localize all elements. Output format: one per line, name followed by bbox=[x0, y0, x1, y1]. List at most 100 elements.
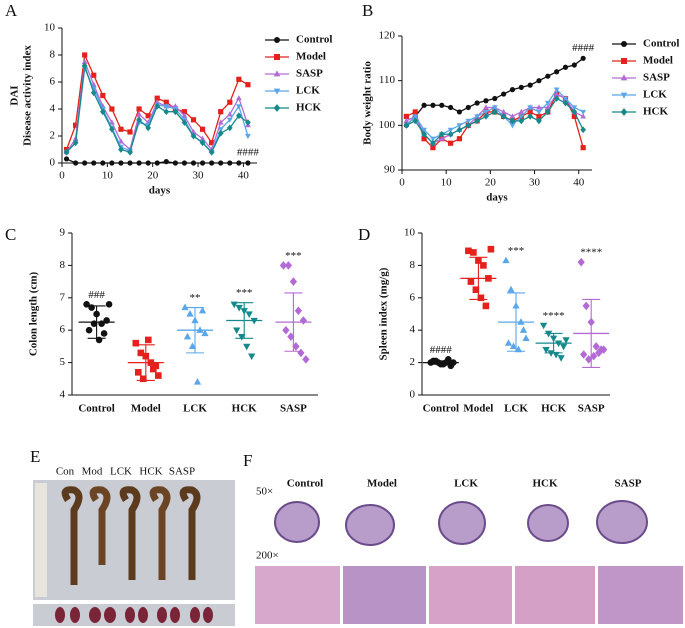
marker bbox=[438, 135, 445, 141]
marker bbox=[545, 73, 551, 79]
marker bbox=[172, 108, 179, 116]
annotation: *** bbox=[285, 250, 302, 262]
annotation: #### bbox=[430, 344, 453, 356]
x-tick-label: HCK bbox=[541, 403, 567, 415]
marker bbox=[163, 104, 170, 110]
y-tick-label: 8 bbox=[50, 49, 56, 61]
marker bbox=[580, 113, 587, 119]
marker bbox=[91, 72, 97, 78]
marker bbox=[412, 114, 419, 120]
marker bbox=[465, 104, 471, 111]
marker bbox=[509, 87, 516, 93]
marker bbox=[553, 90, 560, 97]
row-label: 200× bbox=[256, 550, 279, 562]
legend-marker bbox=[620, 108, 628, 116]
marker bbox=[527, 113, 533, 120]
marker bbox=[90, 89, 97, 97]
marker bbox=[536, 113, 542, 119]
marker bbox=[238, 334, 246, 341]
x-tick-label: Control bbox=[423, 403, 459, 415]
marker bbox=[571, 105, 578, 111]
y-tick-label: 110 bbox=[379, 74, 396, 86]
marker bbox=[412, 109, 418, 115]
marker bbox=[430, 102, 436, 108]
marker bbox=[292, 342, 300, 351]
row-label: 50× bbox=[256, 486, 273, 498]
marker bbox=[480, 262, 487, 269]
marker bbox=[557, 355, 565, 362]
marker bbox=[118, 146, 124, 153]
marker bbox=[209, 140, 215, 146]
marker bbox=[559, 343, 568, 351]
marker bbox=[99, 108, 106, 116]
marker bbox=[562, 96, 569, 102]
marker bbox=[245, 82, 251, 88]
x-tick-label: 40 bbox=[573, 177, 585, 189]
annotation: **** bbox=[543, 310, 565, 322]
y-tick-label: 7 bbox=[60, 291, 66, 303]
marker bbox=[483, 98, 489, 104]
marker bbox=[226, 117, 233, 123]
marker bbox=[282, 325, 290, 335]
marker bbox=[465, 121, 472, 129]
marker bbox=[208, 148, 215, 156]
marker bbox=[544, 330, 553, 338]
marker bbox=[199, 160, 206, 166]
marker bbox=[483, 104, 489, 110]
marker bbox=[145, 124, 152, 132]
x-tick-label: Control bbox=[78, 403, 114, 415]
legend-label: Control bbox=[643, 38, 679, 50]
column-label: Control bbox=[287, 478, 323, 490]
marker bbox=[421, 127, 427, 133]
y-tick-label: 0 bbox=[410, 389, 416, 401]
marker bbox=[527, 109, 533, 115]
sd-bar bbox=[87, 305, 106, 339]
marker bbox=[109, 119, 115, 125]
marker bbox=[294, 306, 303, 316]
marker bbox=[297, 348, 305, 358]
marker bbox=[132, 339, 140, 347]
marker bbox=[127, 160, 133, 166]
y-tick-label: 90 bbox=[384, 164, 396, 176]
marker bbox=[100, 160, 106, 166]
marker bbox=[447, 130, 454, 138]
marker bbox=[491, 105, 498, 111]
marker bbox=[109, 106, 115, 112]
marker bbox=[562, 99, 569, 107]
legend-label: Model bbox=[643, 55, 673, 67]
marker bbox=[553, 95, 560, 102]
marker bbox=[103, 317, 110, 324]
y-tick-label: 6 bbox=[50, 76, 56, 88]
marker bbox=[430, 139, 436, 147]
histology bbox=[255, 500, 683, 624]
marker bbox=[500, 113, 507, 120]
marker bbox=[227, 160, 233, 166]
marker bbox=[582, 301, 590, 311]
x-tick-label: 20 bbox=[485, 177, 497, 189]
x-tick-label: Model bbox=[463, 403, 493, 415]
marker bbox=[456, 123, 463, 129]
x-tick-label: SASP bbox=[280, 403, 307, 415]
marker bbox=[63, 148, 70, 156]
marker bbox=[250, 317, 258, 325]
marker bbox=[487, 245, 495, 253]
y-tick-label: 8 bbox=[60, 259, 66, 271]
marker bbox=[456, 126, 463, 134]
marker bbox=[438, 130, 445, 138]
column-label: SASP bbox=[615, 478, 642, 490]
marker bbox=[105, 300, 113, 308]
lane-label: HCK bbox=[139, 466, 162, 478]
y-tick-label: 2 bbox=[50, 130, 56, 142]
marker bbox=[474, 114, 480, 120]
marker bbox=[536, 104, 542, 110]
marker bbox=[201, 329, 209, 337]
marker bbox=[501, 91, 507, 97]
marker bbox=[552, 351, 560, 359]
marker bbox=[580, 126, 587, 134]
panel-label: D bbox=[358, 225, 370, 244]
y-tick-label: 9 bbox=[60, 227, 66, 239]
marker bbox=[517, 318, 525, 325]
marker bbox=[527, 105, 533, 111]
legend-label: SASP bbox=[643, 72, 670, 84]
